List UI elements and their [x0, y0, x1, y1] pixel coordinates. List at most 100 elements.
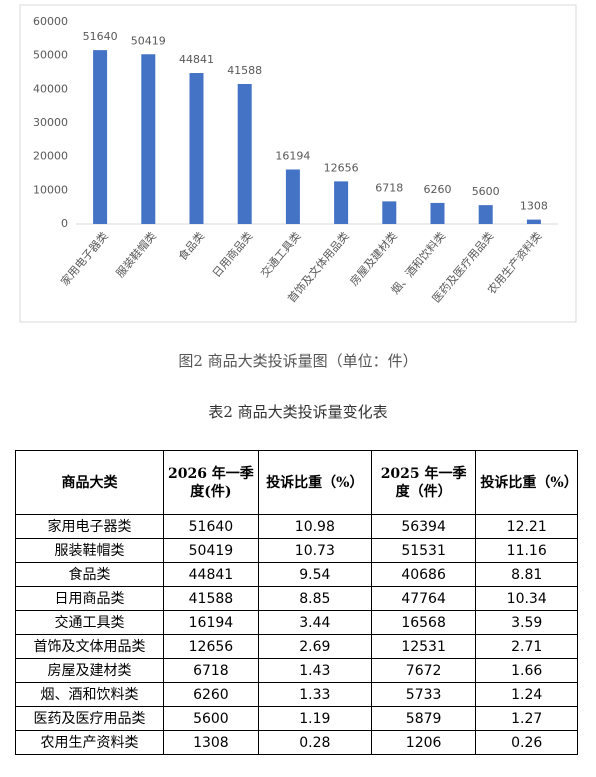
table-cell: 3.59: [475, 610, 578, 635]
table-cell: 51640: [162, 514, 259, 539]
data-label: 51640: [83, 30, 118, 43]
table-row: 食品类 44841 9.54 40686 8.81: [15, 562, 578, 587]
table-cell: 1.66: [475, 658, 578, 683]
x-tick-label: 服装鞋帽类: [113, 229, 159, 280]
chart: 0 10000 20000 30000 40000 50000 60000 51640 家用电子…: [19, 4, 577, 323]
table-cell: 0.28: [257, 730, 372, 755]
bar: [382, 201, 397, 224]
table-cell: 1.43: [257, 658, 372, 683]
y-tick-label: 40000: [33, 82, 68, 95]
table-cell: 农用生产资料类: [15, 730, 164, 755]
bar: [478, 205, 493, 224]
table-cell: 1.33: [257, 682, 372, 707]
table-cell: 食品类: [15, 562, 164, 587]
bar: [526, 219, 541, 224]
table-cell: 6260: [162, 682, 259, 707]
data-label: 5600: [472, 185, 500, 198]
table-cell: 44841: [162, 562, 259, 587]
y-tick-label: 0: [61, 217, 68, 230]
table-row: 家用电子器类 51640 10.98 56394 12.21: [15, 514, 578, 539]
table-cell: 7672: [370, 658, 477, 683]
table-row: 房屋及建材类 6718 1.43 7672 1.66: [15, 658, 578, 683]
header-cell: 2025 年一季度（件）: [370, 450, 477, 515]
x-tick-label: 食品类: [175, 229, 207, 263]
table-cell: 首饰及文体用品类: [15, 634, 164, 659]
table-cell: 6718: [162, 658, 259, 683]
table-row: 农用生产资料类 1308 0.28 1206 0.26: [15, 730, 578, 755]
table-row: 烟、酒和饮料类 6260 1.33 5733 1.24: [15, 682, 578, 707]
table-cell: 交通工具类: [15, 610, 164, 635]
table-cell: 8.85: [257, 586, 372, 611]
table-cell: 5879: [370, 706, 477, 731]
table-row: 服装鞋帽类 50419 10.73 51531 11.16: [15, 538, 578, 563]
table-row: 首饰及文体用品类 12656 2.69 12531 2.71: [15, 634, 578, 659]
bar: [141, 54, 156, 224]
bar: [93, 50, 108, 225]
x-tick-label: 日用商品类: [209, 229, 255, 280]
data-label: 12656: [324, 161, 359, 174]
x-tick-label: 房屋及建材类: [347, 229, 400, 289]
table-cell: 服装鞋帽类: [15, 538, 164, 563]
table-cell: 1.24: [475, 682, 578, 707]
table-cell: 2.69: [257, 634, 372, 659]
table-cell: 医药及医疗用品类: [15, 706, 164, 731]
table-cell: 10.73: [257, 538, 372, 563]
y-tick-label: 20000: [33, 150, 68, 163]
table-cell: 2.71: [475, 634, 578, 659]
table-cell: 5733: [370, 682, 477, 707]
y-tick-label: 10000: [33, 183, 68, 196]
table-cell: 56394: [370, 514, 477, 539]
bar: [189, 73, 204, 224]
table-cell: 烟、酒和饮料类: [15, 682, 164, 707]
table-title: 表2 商品大类投诉量变化表: [208, 403, 388, 421]
data-table: 商品大类 2026 年一季度(件) 投诉比重（%） 2025 年一季度（件） 投诉比重（…: [15, 450, 578, 755]
table-cell: 房屋及建材类: [15, 658, 164, 683]
bar: [334, 181, 349, 224]
table-cell: 16568: [370, 610, 477, 635]
y-tick-label: 60000: [33, 15, 68, 28]
table-cell: 1.27: [475, 706, 578, 731]
table-cell: 0.26: [475, 730, 578, 755]
table-row: 日用商品类 41588 8.85 47764 10.34: [15, 586, 578, 611]
table-cell: 3.44: [257, 610, 372, 635]
data-label: 16194: [275, 149, 310, 162]
table-cell: 12656: [162, 634, 259, 659]
header-cell: 商品大类: [15, 450, 164, 515]
table-cell: 1206: [370, 730, 477, 755]
table-cell: 47764: [370, 586, 477, 611]
y-tick-label: 50000: [33, 49, 68, 62]
x-tick-label: 交通工具类: [257, 229, 303, 280]
header-row: 商品大类 2026 年一季度(件) 投诉比重（%） 2025 年一季度（件） 投诉比重（…: [15, 450, 578, 515]
bar: [285, 169, 300, 224]
bar: [237, 83, 252, 225]
header-cell: 投诉比重（%）: [475, 450, 578, 515]
y-tick-label: 30000: [33, 116, 68, 129]
table-cell: 11.16: [475, 538, 578, 563]
bar: [430, 202, 445, 224]
figure-caption: 图2 商品大类投诉量图（单位：件）: [178, 352, 418, 370]
data-label: 6260: [424, 183, 452, 196]
header-cell: 投诉比重（%）: [257, 450, 372, 515]
x-tick-label: 家用电子器类: [58, 229, 111, 289]
table-row: 医药及医疗用品类 5600 1.19 5879 1.27: [15, 706, 578, 731]
data-label: 1308: [520, 200, 548, 213]
chart-frame: [19, 4, 577, 323]
table-cell: 8.81: [475, 562, 578, 587]
table-cell: 50419: [162, 538, 259, 563]
table-cell: 12.21: [475, 514, 578, 539]
table-cell: 10.98: [257, 514, 372, 539]
data-label: 6718: [375, 181, 403, 194]
table-cell: 12531: [370, 634, 477, 659]
table-cell: 1.19: [257, 706, 372, 731]
table-cell: 41588: [162, 586, 259, 611]
table-cell: 9.54: [257, 562, 372, 587]
data-label: 41588: [227, 64, 262, 77]
table-cell: 日用商品类: [15, 586, 164, 611]
table-cell: 家用电子器类: [15, 514, 164, 539]
table-cell: 10.34: [475, 586, 578, 611]
table-cell: 1308: [162, 730, 259, 755]
table-cell: 5600: [162, 706, 259, 731]
table-cell: 40686: [370, 562, 477, 587]
header-cell: 2026 年一季度(件): [162, 450, 259, 515]
